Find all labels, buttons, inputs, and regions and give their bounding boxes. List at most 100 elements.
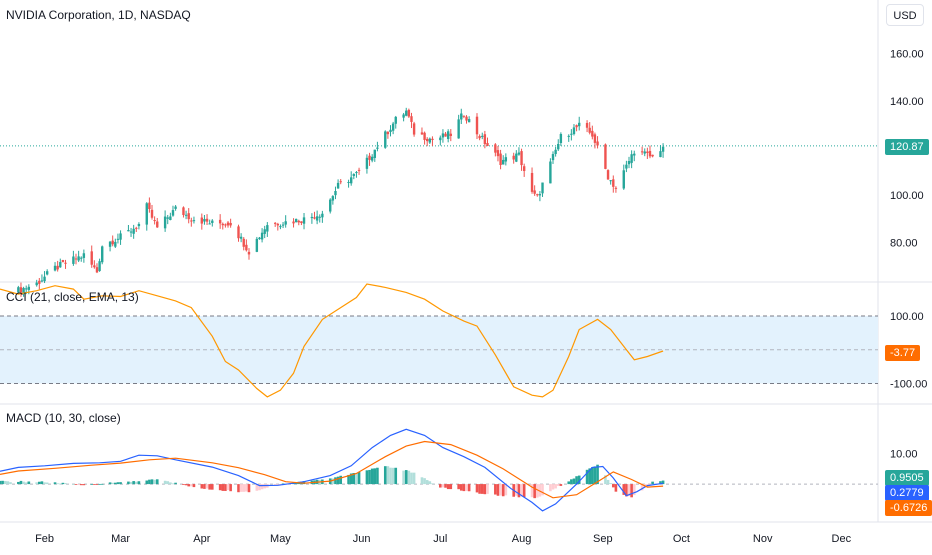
- macd-histogram-bar[interactable]: [9, 482, 12, 485]
- macd-histogram-bar[interactable]: [229, 484, 232, 492]
- macd-histogram-bar[interactable]: [145, 480, 149, 485]
- candle-body[interactable]: [25, 288, 28, 290]
- macd-histogram-bar[interactable]: [604, 475, 607, 485]
- candle-body[interactable]: [171, 210, 175, 216]
- macd-histogram-bar[interactable]: [221, 484, 225, 491]
- macd-histogram-bar[interactable]: [538, 484, 542, 497]
- candle-body[interactable]: [148, 202, 151, 210]
- candle-body[interactable]: [174, 206, 177, 209]
- candle-body[interactable]: [208, 223, 211, 225]
- macd-histogram-bar[interactable]: [1, 480, 4, 485]
- candle-body[interactable]: [273, 222, 277, 224]
- candle-body[interactable]: [132, 228, 135, 234]
- macd-histogram-bar[interactable]: [150, 479, 154, 485]
- candle-body[interactable]: [551, 154, 555, 161]
- macd-histogram-bar[interactable]: [174, 482, 177, 485]
- candle-body[interactable]: [536, 194, 539, 196]
- candle-body[interactable]: [593, 134, 597, 143]
- macd-histogram-bar[interactable]: [27, 481, 31, 485]
- macd-histogram-bar[interactable]: [208, 484, 211, 490]
- macd-histogram-bar[interactable]: [575, 476, 578, 485]
- candle-body[interactable]: [203, 219, 206, 222]
- macd-histogram-bar[interactable]: [281, 483, 285, 485]
- macd-histogram-bar[interactable]: [588, 468, 592, 485]
- macd-histogram-bar[interactable]: [0, 480, 2, 485]
- macd-histogram-bar[interactable]: [263, 484, 267, 489]
- macd-histogram-bar[interactable]: [339, 475, 343, 485]
- macd-histogram-bar[interactable]: [651, 481, 654, 485]
- candle-body[interactable]: [457, 119, 460, 139]
- macd-histogram-bar[interactable]: [439, 484, 442, 488]
- macd-histogram-bar[interactable]: [352, 473, 356, 485]
- macd-histogram-bar[interactable]: [394, 467, 398, 485]
- macd-histogram-bar[interactable]: [38, 481, 41, 485]
- candle-body[interactable]: [402, 114, 405, 118]
- macd-histogram-bar[interactable]: [611, 484, 615, 488]
- macd-histogram-bar[interactable]: [169, 482, 172, 485]
- macd-histogram-bar[interactable]: [237, 484, 240, 493]
- macd-histogram-bar[interactable]: [496, 484, 500, 496]
- candle-body[interactable]: [19, 287, 23, 293]
- candle-body[interactable]: [412, 123, 416, 135]
- macd-histogram-bar[interactable]: [556, 484, 560, 486]
- macd-histogram-bar[interactable]: [77, 484, 80, 485]
- candle-body[interactable]: [211, 220, 214, 223]
- candle-body[interactable]: [486, 142, 489, 147]
- macd-histogram-bar[interactable]: [61, 482, 65, 485]
- macd-histogram-bar[interactable]: [100, 483, 104, 485]
- candle-body[interactable]: [386, 131, 390, 135]
- candle-body[interactable]: [226, 222, 230, 226]
- macd-histogram-bar[interactable]: [357, 471, 361, 485]
- macd-histogram-bar[interactable]: [609, 483, 612, 485]
- candle-body[interactable]: [585, 122, 589, 128]
- macd-histogram-bar[interactable]: [355, 473, 358, 485]
- macd-histogram-bar[interactable]: [632, 484, 636, 496]
- macd-histogram-bar[interactable]: [465, 484, 468, 491]
- candle-body[interactable]: [40, 280, 44, 282]
- macd-histogram-bar[interactable]: [17, 481, 20, 485]
- candle-body[interactable]: [604, 144, 607, 169]
- macd-histogram-bar[interactable]: [659, 481, 662, 485]
- candle-body[interactable]: [302, 217, 306, 224]
- macd-histogram-bar[interactable]: [494, 484, 497, 495]
- candle-body[interactable]: [627, 161, 631, 165]
- candle-body[interactable]: [229, 222, 232, 226]
- candle-body[interactable]: [242, 238, 245, 247]
- candle-body[interactable]: [334, 190, 337, 196]
- macd-histogram-bar[interactable]: [640, 484, 644, 491]
- candle-body[interactable]: [441, 133, 445, 138]
- macd-histogram-bar[interactable]: [6, 481, 10, 485]
- candle-body[interactable]: [365, 157, 369, 169]
- candle-body[interactable]: [239, 236, 243, 239]
- candle-body[interactable]: [182, 207, 185, 216]
- macd-histogram-bar[interactable]: [205, 484, 209, 489]
- macd-histogram-bar[interactable]: [549, 484, 552, 492]
- candle-body[interactable]: [43, 276, 46, 282]
- macd-histogram-bar[interactable]: [376, 467, 379, 485]
- candle-body[interactable]: [612, 179, 615, 187]
- candle-body[interactable]: [389, 129, 392, 132]
- candle-body[interactable]: [350, 177, 353, 184]
- macd-histogram-bar[interactable]: [431, 483, 434, 485]
- candle-body[interactable]: [145, 203, 148, 225]
- macd-histogram-bar[interactable]: [129, 481, 133, 485]
- candle-body[interactable]: [622, 170, 625, 189]
- macd-histogram-bar[interactable]: [98, 483, 101, 485]
- candle-body[interactable]: [111, 240, 114, 245]
- candle-body[interactable]: [224, 224, 227, 226]
- macd-histogram-bar[interactable]: [79, 484, 83, 486]
- candle-body[interactable]: [192, 220, 196, 222]
- candle-body[interactable]: [153, 220, 156, 222]
- candle-body[interactable]: [221, 223, 224, 226]
- candle-body[interactable]: [633, 153, 636, 156]
- candle-body[interactable]: [384, 131, 387, 148]
- macd-histogram-bar[interactable]: [137, 481, 141, 485]
- macd-pane[interactable]: [0, 428, 878, 512]
- candle-body[interactable]: [625, 164, 628, 169]
- candle-body[interactable]: [82, 253, 86, 258]
- macd-histogram-bar[interactable]: [182, 484, 185, 485]
- candle-body[interactable]: [533, 190, 536, 194]
- macd-histogram-bar[interactable]: [517, 484, 521, 498]
- macd-histogram-bar[interactable]: [444, 484, 447, 488]
